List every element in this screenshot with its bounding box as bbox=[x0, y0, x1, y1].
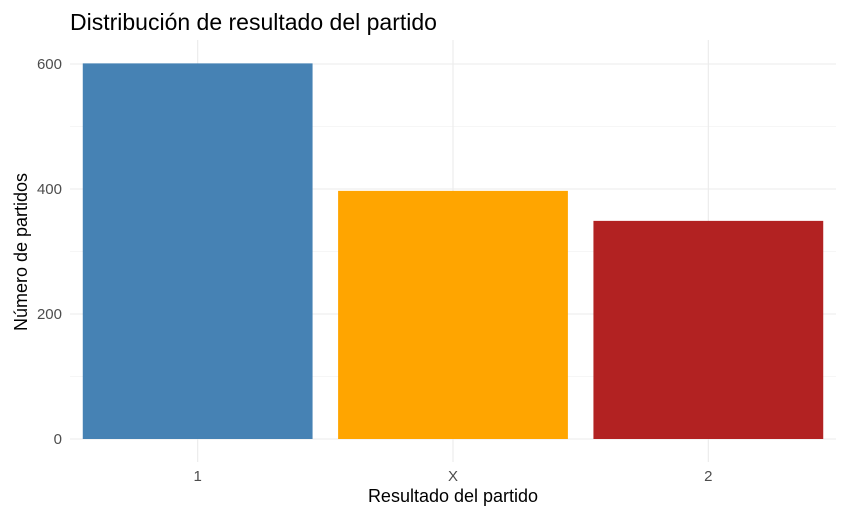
y-tick-label: 600 bbox=[37, 56, 62, 73]
bars bbox=[82, 63, 824, 439]
x-axis-ticks: 1 X 2 bbox=[193, 468, 712, 485]
y-tick-label: 0 bbox=[54, 431, 62, 448]
y-axis-ticks: 0 200 400 600 bbox=[37, 56, 62, 448]
x-tick-label: 2 bbox=[704, 468, 712, 485]
y-tick-label: 400 bbox=[37, 181, 62, 198]
y-axis-title: Número de partidos bbox=[11, 173, 31, 331]
x-axis-title: Resultado del partido bbox=[368, 486, 538, 506]
bar-1 bbox=[82, 63, 313, 439]
x-tick-label: 1 bbox=[193, 468, 201, 485]
bar-2 bbox=[593, 220, 824, 439]
x-tick-label: X bbox=[448, 468, 458, 485]
y-tick-label: 200 bbox=[37, 306, 62, 323]
bar-X bbox=[338, 190, 568, 439]
chart-title: Distribución de resultado del partido bbox=[70, 9, 437, 35]
